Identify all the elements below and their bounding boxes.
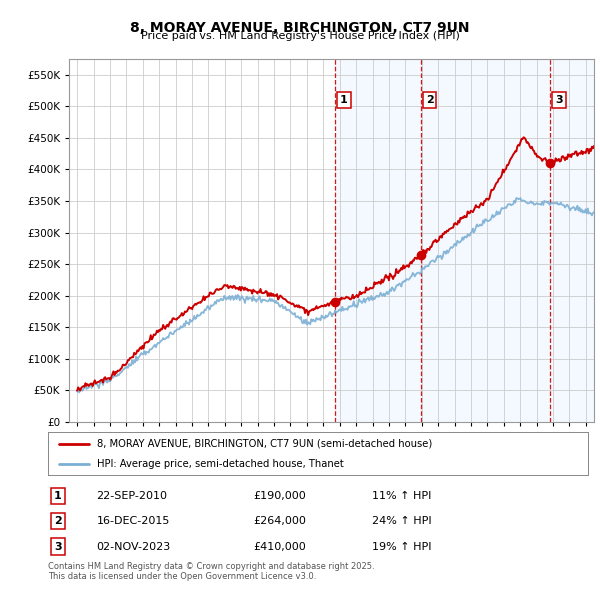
Text: 24% ↑ HPI: 24% ↑ HPI [372, 516, 431, 526]
Text: 11% ↑ HPI: 11% ↑ HPI [372, 491, 431, 501]
Text: 19% ↑ HPI: 19% ↑ HPI [372, 542, 431, 552]
Text: £410,000: £410,000 [253, 542, 306, 552]
Text: Contains HM Land Registry data © Crown copyright and database right 2025.
This d: Contains HM Land Registry data © Crown c… [48, 562, 374, 581]
Text: 16-DEC-2015: 16-DEC-2015 [97, 516, 170, 526]
Text: 3: 3 [555, 95, 563, 105]
Text: HPI: Average price, semi-detached house, Thanet: HPI: Average price, semi-detached house,… [97, 459, 343, 469]
Text: 02-NOV-2023: 02-NOV-2023 [97, 542, 171, 552]
Text: £190,000: £190,000 [253, 491, 306, 501]
Bar [421, 59, 550, 422]
Text: 8, MORAY AVENUE, BIRCHINGTON, CT7 9UN: 8, MORAY AVENUE, BIRCHINGTON, CT7 9UN [130, 21, 470, 35]
Text: 8, MORAY AVENUE, BIRCHINGTON, CT7 9UN (semi-detached house): 8, MORAY AVENUE, BIRCHINGTON, CT7 9UN (s… [97, 439, 432, 449]
Bar [550, 59, 594, 422]
Text: 1: 1 [54, 491, 62, 501]
Bar [335, 59, 421, 422]
Text: 3: 3 [54, 542, 62, 552]
Text: Price paid vs. HM Land Registry's House Price Index (HPI): Price paid vs. HM Land Registry's House … [140, 31, 460, 41]
Text: 22-SEP-2010: 22-SEP-2010 [97, 491, 167, 501]
Text: £264,000: £264,000 [253, 516, 306, 526]
Text: 2: 2 [426, 95, 434, 105]
Text: 1: 1 [340, 95, 348, 105]
Text: 2: 2 [54, 516, 62, 526]
